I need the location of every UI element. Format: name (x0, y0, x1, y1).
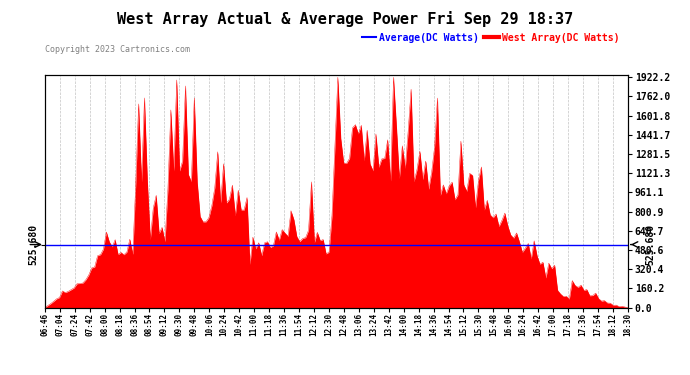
Text: West Array Actual & Average Power Fri Sep 29 18:37: West Array Actual & Average Power Fri Se… (117, 11, 573, 27)
Legend: Average(DC Watts), West Array(DC Watts): Average(DC Watts), West Array(DC Watts) (358, 29, 623, 46)
Text: Copyright 2023 Cartronics.com: Copyright 2023 Cartronics.com (45, 45, 190, 54)
Text: 525.680: 525.680 (645, 224, 656, 265)
